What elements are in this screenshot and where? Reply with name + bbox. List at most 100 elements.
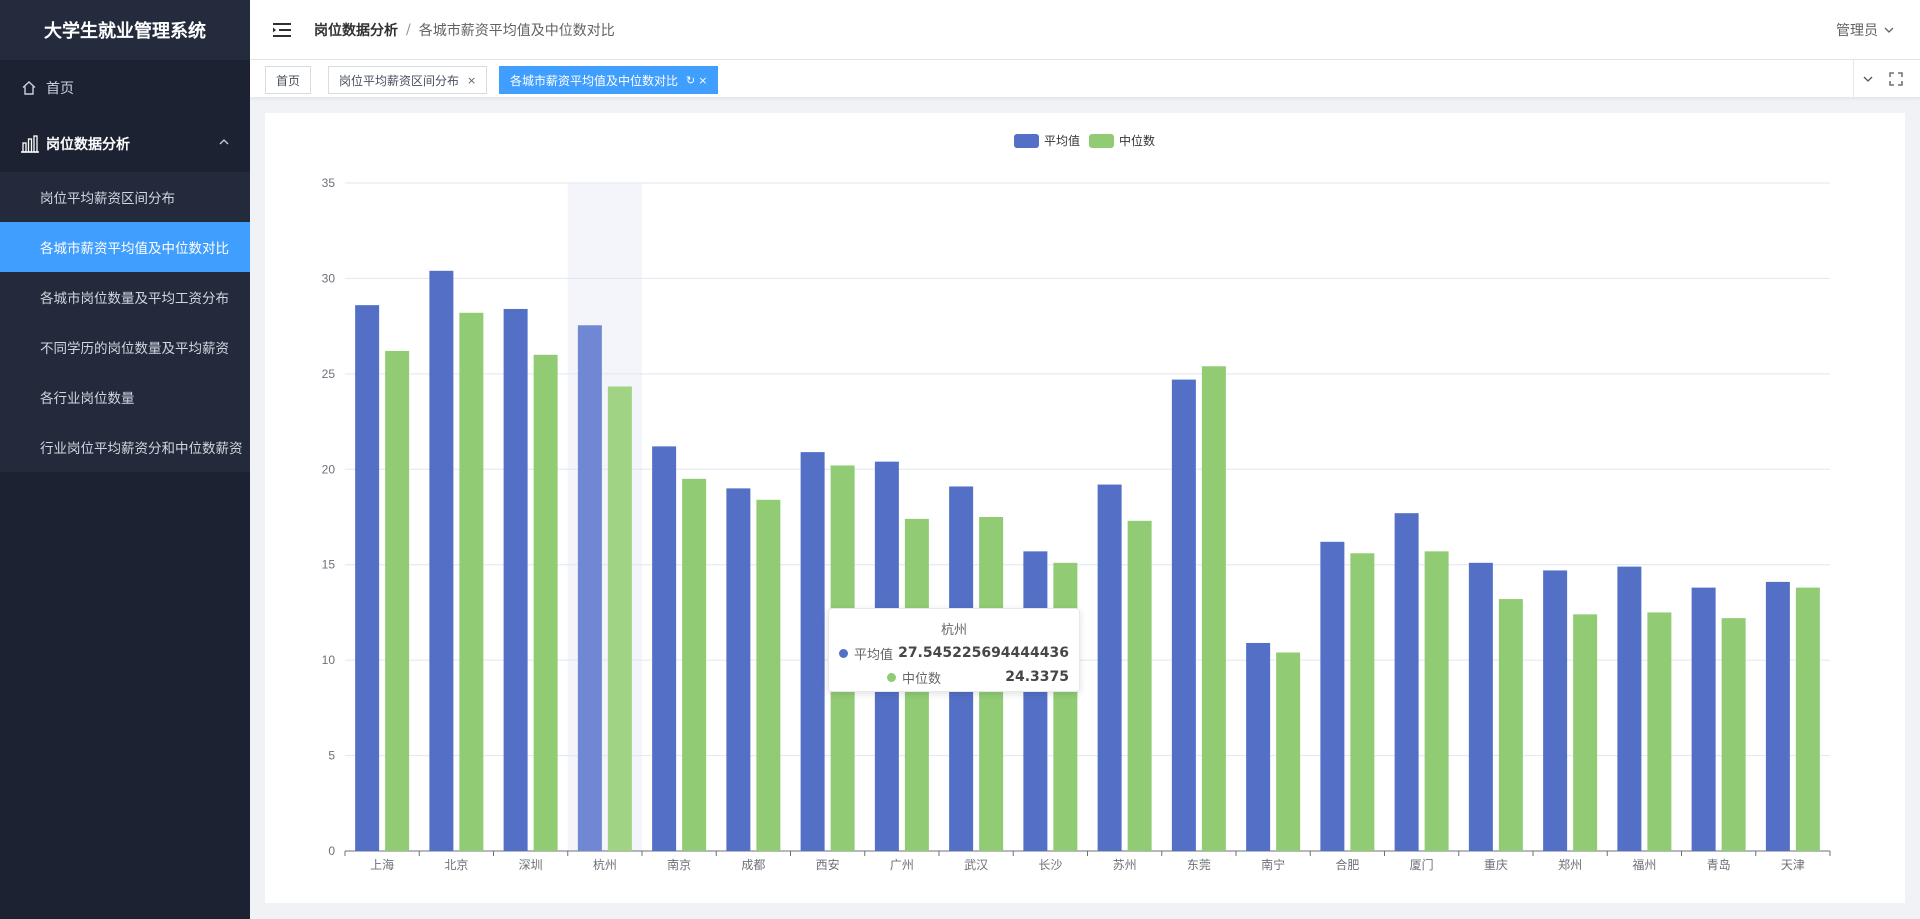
- x-tick-label: 武汉: [964, 858, 988, 872]
- tooltip-series-name: 平均值: [854, 647, 894, 663]
- bar-avg: [1543, 570, 1568, 851]
- bar-avg: [1394, 513, 1419, 851]
- bar-avg: [577, 325, 602, 852]
- legend-swatch: [1089, 134, 1114, 148]
- tooltip-series-value: 24.3375: [1005, 669, 1069, 685]
- sidebar-group-job-analysis[interactable]: 岗位数据分析: [0, 116, 250, 172]
- sidebar-item-industry-salary[interactable]: 行业岗位平均薪资分和中位数薪资: [40, 441, 243, 457]
- sidebar-item-salary-range[interactable]: 岗位平均薪资区间分布: [40, 191, 175, 207]
- fullscreen-icon: [1889, 72, 1903, 86]
- app-title: 大学生就业管理系统: [0, 0, 250, 60]
- user-menu[interactable]: 管理员: [1836, 20, 1894, 40]
- y-tick-label: 0: [328, 844, 335, 858]
- y-tick-label: 15: [322, 558, 336, 572]
- legend-label: 平均值: [1044, 133, 1080, 148]
- breadcrumb-separator: /: [406, 21, 411, 38]
- chart-tooltip: 杭州 平均值 27.545225694444436 中位数 24.3375: [828, 608, 1080, 692]
- close-icon[interactable]: ×: [467, 73, 477, 87]
- bar-avg: [1171, 379, 1196, 851]
- bar-median: [533, 354, 558, 851]
- sidebar: 大学生就业管理系统 首页 岗位数据分析 岗位平均薪资区间分布 各城市薪资平均值及…: [0, 0, 250, 919]
- x-tick-label: 东莞: [1187, 858, 1211, 872]
- x-tick-label: 西安: [816, 857, 840, 872]
- sidebar-item-industry-job-count[interactable]: 各行业岗位数量: [40, 391, 135, 407]
- tooltip-title: 杭州: [940, 623, 967, 638]
- refresh-icon[interactable]: ↻: [686, 73, 696, 87]
- menu-fold-icon[interactable]: [272, 22, 292, 38]
- bar-median: [682, 478, 707, 851]
- tooltip-series-name: 中位数: [902, 671, 942, 687]
- fullscreen-button[interactable]: [1882, 60, 1910, 98]
- bar-avg: [1320, 541, 1345, 851]
- bar-median: [607, 386, 632, 851]
- tag-label: 岗位平均薪资区间分布: [339, 73, 460, 88]
- bar-median: [1201, 366, 1226, 851]
- legend-label: 中位数: [1119, 133, 1155, 148]
- bar-avg: [1097, 484, 1122, 851]
- bar-median: [1647, 612, 1672, 851]
- home-icon: [20, 79, 38, 97]
- bar-median: [385, 350, 410, 851]
- bar-avg: [800, 452, 825, 851]
- x-tick-label: 合肥: [1335, 857, 1359, 872]
- tooltip-row-median: 中位数 24.3375: [839, 668, 1069, 687]
- bar-median: [1573, 614, 1598, 851]
- chevron-down-icon: [1884, 27, 1894, 33]
- x-tick-label: 南京: [667, 857, 691, 872]
- tags-dropdown-button[interactable]: [1854, 60, 1882, 98]
- y-tick-label: 35: [322, 176, 336, 190]
- breadcrumb-current: 各城市薪资平均值及中位数对比: [418, 22, 615, 39]
- bar-avg: [355, 305, 380, 851]
- bar-avg: [1617, 566, 1642, 851]
- sidebar-item-city-salary-compare[interactable]: 各城市薪资平均值及中位数对比: [0, 222, 250, 272]
- bar-median: [1276, 652, 1301, 851]
- bar-avg: [1468, 562, 1493, 851]
- x-tick-label: 深圳: [519, 858, 543, 872]
- bar-avg: [429, 270, 454, 851]
- sidebar-item-education-salary[interactable]: 不同学历的岗位数量及平均薪资: [40, 341, 229, 357]
- bar-median: [1424, 551, 1449, 851]
- tag-home[interactable]: 首页: [265, 66, 312, 94]
- legend-swatch: [1014, 134, 1039, 148]
- tag-label: 首页: [276, 73, 301, 88]
- y-tick-label: 25: [322, 367, 336, 381]
- x-tick-label: 天津: [1781, 858, 1805, 872]
- y-tick-label: 30: [322, 271, 336, 285]
- breadcrumb-parent[interactable]: 岗位数据分析: [314, 22, 398, 39]
- x-tick-label: 厦门: [1410, 857, 1434, 872]
- chevron-down-icon: [1863, 76, 1873, 82]
- sidebar-item-city-job-count[interactable]: 各城市岗位数量及平均工资分布: [40, 291, 229, 307]
- y-tick-label: 10: [322, 653, 336, 667]
- bar-chart-icon: [20, 135, 40, 153]
- x-tick-label: 广州: [890, 858, 914, 872]
- x-tick-label: 福州: [1632, 857, 1656, 872]
- sidebar-group-label: 岗位数据分析: [46, 137, 130, 153]
- bar-avg: [1691, 587, 1716, 851]
- bar-avg: [652, 446, 677, 851]
- x-tick-label: 成都: [741, 858, 765, 872]
- x-tick-label: 苏州: [1113, 858, 1137, 872]
- bar-avg: [1023, 551, 1048, 851]
- x-tick-label: 北京: [444, 858, 468, 872]
- chevron-up-icon: [219, 139, 229, 145]
- bar-median: [1498, 599, 1523, 851]
- tags-view: 首页 岗位平均薪资区间分布 × 各城市薪资平均值及中位数对比 ↻ ×: [250, 60, 1920, 98]
- bar-avg: [1246, 642, 1271, 851]
- bar-avg: [1765, 581, 1790, 851]
- y-tick-label: 5: [328, 749, 335, 763]
- user-name: 管理员: [1836, 23, 1878, 39]
- header: 岗位数据分析 / 各城市薪资平均值及中位数对比 管理员: [250, 0, 1920, 60]
- sidebar-item-home[interactable]: 首页: [0, 60, 250, 116]
- bar-median: [1795, 587, 1820, 851]
- close-icon[interactable]: ×: [698, 73, 708, 87]
- x-tick-label: 青岛: [1707, 857, 1731, 872]
- bar-median: [1127, 520, 1152, 851]
- x-tick-label: 重庆: [1484, 858, 1508, 872]
- tag-salary-range[interactable]: 岗位平均薪资区间分布 ×: [328, 66, 488, 94]
- x-tick-label: 杭州: [593, 857, 617, 872]
- sidebar-submenu: 岗位平均薪资区间分布 各城市薪资平均值及中位数对比 各城市岗位数量及平均工资分布…: [0, 172, 250, 472]
- bar-median: [1053, 562, 1078, 851]
- tag-city-salary-compare[interactable]: 各城市薪资平均值及中位数对比 ↻ ×: [499, 66, 719, 94]
- bar-median: [459, 312, 484, 851]
